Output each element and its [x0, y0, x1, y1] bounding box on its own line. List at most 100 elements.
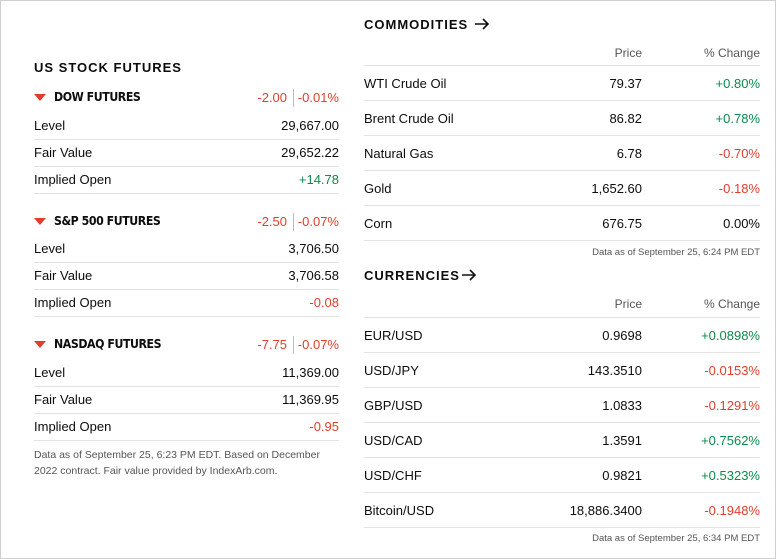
currency-price: 143.3510: [587, 363, 642, 378]
currency-price: 1.3591: [602, 433, 642, 448]
currency-price: 0.9698: [602, 328, 642, 343]
futures-name: DOW FUTURES: [54, 89, 141, 104]
row-value: 11,369.95: [282, 392, 339, 407]
price-column-header: Price: [614, 46, 642, 60]
row-label: Implied Open: [34, 419, 112, 434]
commodity-name: Brent Crude Oil: [364, 111, 454, 126]
currency-name: USD/CHF: [364, 468, 422, 483]
currency-name: GBP/USD: [364, 398, 423, 413]
futures-row: Fair Value 11,369.95: [34, 387, 339, 414]
row-value: -0.95: [309, 419, 339, 434]
change-column-header: % Change: [703, 297, 760, 311]
currency-name: USD/CAD: [364, 433, 423, 448]
futures-row: Implied Open -0.95: [34, 414, 339, 441]
commodity-row: Natural Gas 6.78 -0.70%: [364, 136, 760, 171]
us-stock-futures-title: US STOCK FUTURES: [34, 60, 182, 75]
commodity-row: WTI Crude Oil 79.37 +0.80%: [364, 66, 760, 101]
commodity-price: 6.78: [616, 146, 642, 161]
currencies-timestamp: Data as of September 25, 6:34 PM EDT: [592, 533, 760, 544]
commodity-name: Natural Gas: [364, 146, 434, 161]
futures-change: -2.50: [257, 214, 287, 229]
commodity-price: 79.37: [609, 76, 642, 91]
commodity-row: Brent Crude Oil 86.82 +0.78%: [364, 101, 760, 136]
row-value: 11,369.00: [282, 365, 339, 380]
futures-percent-change: -0.07%: [297, 337, 339, 352]
commodity-change: +0.80%: [715, 76, 760, 91]
futures-change: -2.00: [257, 90, 287, 105]
futures-row: Fair Value 3,706.58: [34, 263, 339, 290]
commodity-change: +0.78%: [715, 111, 760, 126]
futures-footnote: Data as of September 25, 6:23 PM EDT. Ba…: [34, 447, 329, 479]
row-value: 29,667.00: [281, 118, 339, 133]
currency-change: -0.1948%: [704, 503, 760, 518]
futures-row: Level 11,369.00: [34, 360, 339, 387]
commodities-title: COMMODITIES: [364, 17, 469, 32]
sp500-futures-header[interactable]: S&P 500 FUTURES -2.50 -0.07%: [34, 213, 339, 233]
commodity-change: -0.18%: [718, 181, 760, 196]
currency-row: USD/CHF 0.9821 +0.5323%: [364, 458, 760, 493]
footnote-line: 2022 contract. Fair value provided by In…: [34, 465, 278, 477]
row-label: Level: [34, 241, 66, 256]
commodity-price: 676.75: [602, 216, 642, 231]
row-label: Level: [34, 365, 66, 380]
row-value: -0.08: [309, 295, 339, 310]
change-column-header: % Change: [703, 46, 760, 60]
currency-row: GBP/USD 1.0833 -0.1291%: [364, 388, 760, 423]
futures-row: Implied Open +14.78: [34, 167, 339, 194]
currency-change: -0.1291%: [704, 398, 760, 413]
divider: [293, 213, 294, 231]
divider: [364, 317, 760, 318]
row-label: Fair Value: [34, 145, 93, 160]
commodity-row: Gold 1,652.60 -0.18%: [364, 171, 760, 206]
commodities-link[interactable]: COMMODITIES: [364, 17, 468, 32]
futures-row: Level 29,667.00: [34, 113, 339, 140]
futures-row: Fair Value 29,652.22: [34, 140, 339, 167]
currency-change: -0.0153%: [704, 363, 760, 378]
row-value: 3,706.50: [288, 241, 339, 256]
currency-name: Bitcoin/USD: [364, 503, 435, 518]
currency-name: USD/JPY: [364, 363, 419, 378]
currency-name: EUR/USD: [364, 328, 423, 343]
currency-row: USD/JPY 143.3510 -0.0153%: [364, 353, 760, 388]
currencies-title: CURRENCIES: [364, 268, 460, 283]
price-column-header: Price: [614, 297, 642, 311]
row-value: 3,706.58: [288, 268, 339, 283]
commodity-change: 0.00%: [723, 216, 760, 231]
futures-name: NASDAQ FUTURES: [54, 336, 162, 351]
caret-down-icon: [34, 341, 46, 348]
divider: [293, 89, 294, 107]
currency-price: 0.9821: [602, 468, 642, 483]
currency-change: +0.5323%: [701, 468, 760, 483]
futures-row: Level 3,706.50: [34, 236, 339, 263]
commodity-change: -0.70%: [718, 146, 760, 161]
row-label: Implied Open: [34, 172, 112, 187]
commodities-timestamp: Data as of September 25, 6:24 PM EDT: [592, 247, 760, 258]
arrow-right-icon: [462, 269, 477, 281]
row-value: 29,652.22: [281, 145, 339, 160]
futures-change: -7.75: [257, 337, 287, 352]
commodity-price: 86.82: [609, 111, 642, 126]
futures-percent-change: -0.07%: [297, 214, 339, 229]
dow-futures-header[interactable]: DOW FUTURES -2.00 -0.01%: [34, 89, 339, 109]
currency-row: USD/CAD 1.3591 +0.7562%: [364, 423, 760, 458]
currency-price: 1.0833: [602, 398, 642, 413]
commodity-name: Corn: [364, 216, 393, 231]
row-label: Implied Open: [34, 295, 112, 310]
currency-row: Bitcoin/USD 18,886.3400 -0.1948%: [364, 493, 760, 528]
row-label: Fair Value: [34, 268, 93, 283]
currency-change: +0.7562%: [701, 433, 760, 448]
commodity-price: 1,652.60: [591, 181, 642, 196]
futures-name: S&P 500 FUTURES: [54, 213, 161, 228]
currency-price: 18,886.3400: [569, 503, 642, 518]
arrow-right-icon: [475, 18, 490, 30]
row-label: Level: [34, 118, 66, 133]
nasdaq-futures-header[interactable]: NASDAQ FUTURES -7.75 -0.07%: [34, 336, 339, 356]
commodity-row: Corn 676.75 0.00%: [364, 206, 760, 241]
futures-row: Implied Open -0.08: [34, 290, 339, 317]
currencies-link[interactable]: CURRENCIES: [364, 268, 460, 283]
row-value: +14.78: [298, 172, 339, 187]
divider: [364, 65, 760, 66]
currency-change: +0.0898%: [701, 328, 760, 343]
row-label: Fair Value: [34, 392, 93, 407]
